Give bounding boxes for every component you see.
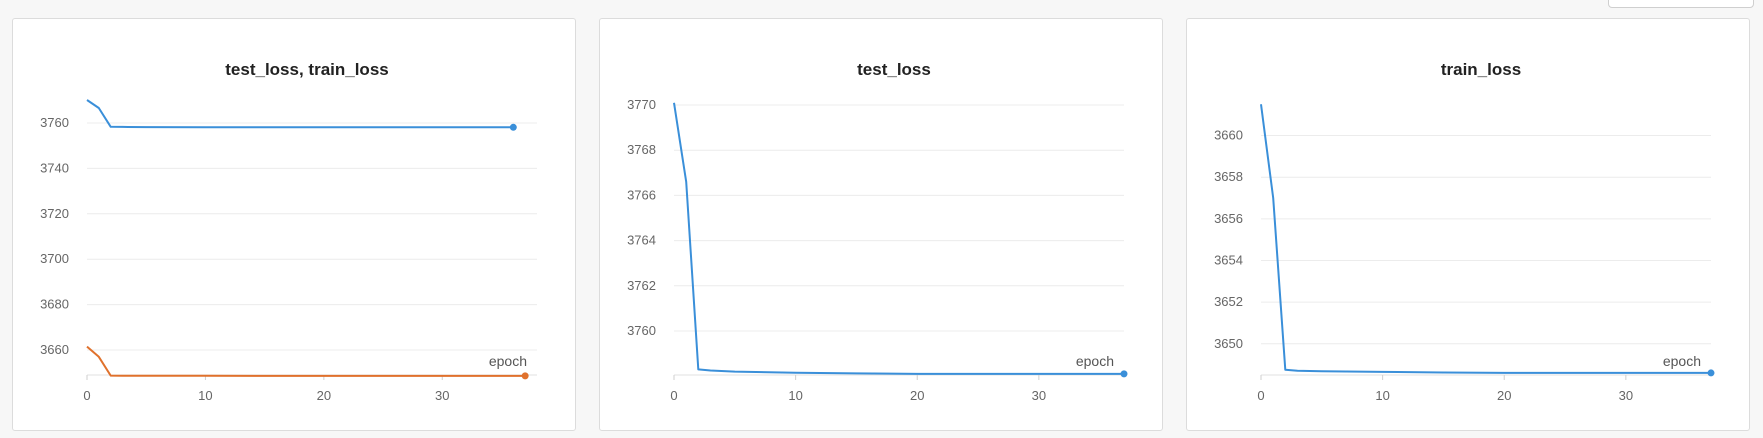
- x-tick-label: 10: [788, 388, 802, 403]
- series-end-point-train_loss[interactable]: [1707, 369, 1715, 377]
- chart-test-loss: test_loss 3760 3762 3764 3766 3768 3770 0 10 20 30…: [627, 60, 1128, 403]
- x-tick-label: 0: [670, 388, 677, 403]
- series-end-point-test_loss[interactable]: [1120, 370, 1128, 378]
- y-tick-label: 3760: [40, 115, 69, 130]
- toolbar-button[interactable]: [1608, 0, 1754, 8]
- y-tick-label: 3770: [627, 97, 656, 112]
- chart-train-loss: train_loss 3650 3652 3654 3656 3658 3660 0 10 20 3…: [1214, 60, 1715, 403]
- series-end-point-train_loss[interactable]: [521, 372, 529, 380]
- series-line-train_loss: [86, 345, 526, 377]
- x-tick-label: 30: [1032, 388, 1046, 403]
- chart-title: train_loss: [1441, 60, 1521, 79]
- y-tick-label: 3656: [1214, 211, 1243, 226]
- chart-combined: test_loss, train_loss 3660 3680 3700 3720 374…: [40, 60, 537, 403]
- y-tick-label: 3652: [1214, 294, 1243, 309]
- series-line-test_loss: [673, 102, 1124, 375]
- x-tick-label: 30: [1619, 388, 1633, 403]
- y-tick-label: 3766: [627, 187, 656, 202]
- y-tick-label: 3650: [1214, 336, 1243, 351]
- chart-title: test_loss: [857, 60, 931, 79]
- x-tick-label: 30: [435, 388, 449, 403]
- x-axis-label: epoch: [1663, 353, 1701, 369]
- series-end-point-test_loss[interactable]: [509, 123, 517, 131]
- chart-panel-test-loss: test_loss 3760 3762 3764 3766 3768 3770 0 10 20 30…: [599, 18, 1163, 431]
- x-tick-label: 10: [198, 388, 212, 403]
- chart-panel-train-loss: train_loss 3650 3652 3654 3656 3658 3660 0 10 20 3…: [1186, 18, 1750, 431]
- y-tick-label: 3760: [627, 323, 656, 338]
- chart-panel-combined: test_loss, train_loss 3660 3680 3700 3720 374…: [12, 18, 576, 431]
- y-tick-label: 3654: [1214, 252, 1243, 267]
- x-tick-label: 0: [83, 388, 90, 403]
- x-tick-label: 20: [910, 388, 924, 403]
- chart-title: test_loss, train_loss: [225, 60, 388, 79]
- y-tick-label: 3660: [1214, 128, 1243, 143]
- x-tick-label: 0: [1257, 388, 1264, 403]
- y-tick-label: 3764: [627, 233, 656, 248]
- y-tick-label: 3658: [1214, 169, 1243, 184]
- x-axis-label: epoch: [1076, 353, 1114, 369]
- y-tick-label: 3762: [627, 278, 656, 293]
- y-tick-label: 3740: [40, 160, 69, 175]
- y-tick-label: 3660: [40, 342, 69, 357]
- x-tick-label: 20: [317, 388, 331, 403]
- x-tick-label: 20: [1497, 388, 1511, 403]
- y-tick-label: 3768: [627, 142, 656, 157]
- y-tick-label: 3700: [40, 251, 69, 266]
- series-line-test_loss: [86, 99, 514, 129]
- y-tick-label: 3680: [40, 297, 69, 312]
- series-line-train_loss: [1260, 104, 1711, 374]
- x-tick-label: 10: [1375, 388, 1389, 403]
- x-axis-label: epoch: [489, 353, 527, 369]
- y-tick-label: 3720: [40, 206, 69, 221]
